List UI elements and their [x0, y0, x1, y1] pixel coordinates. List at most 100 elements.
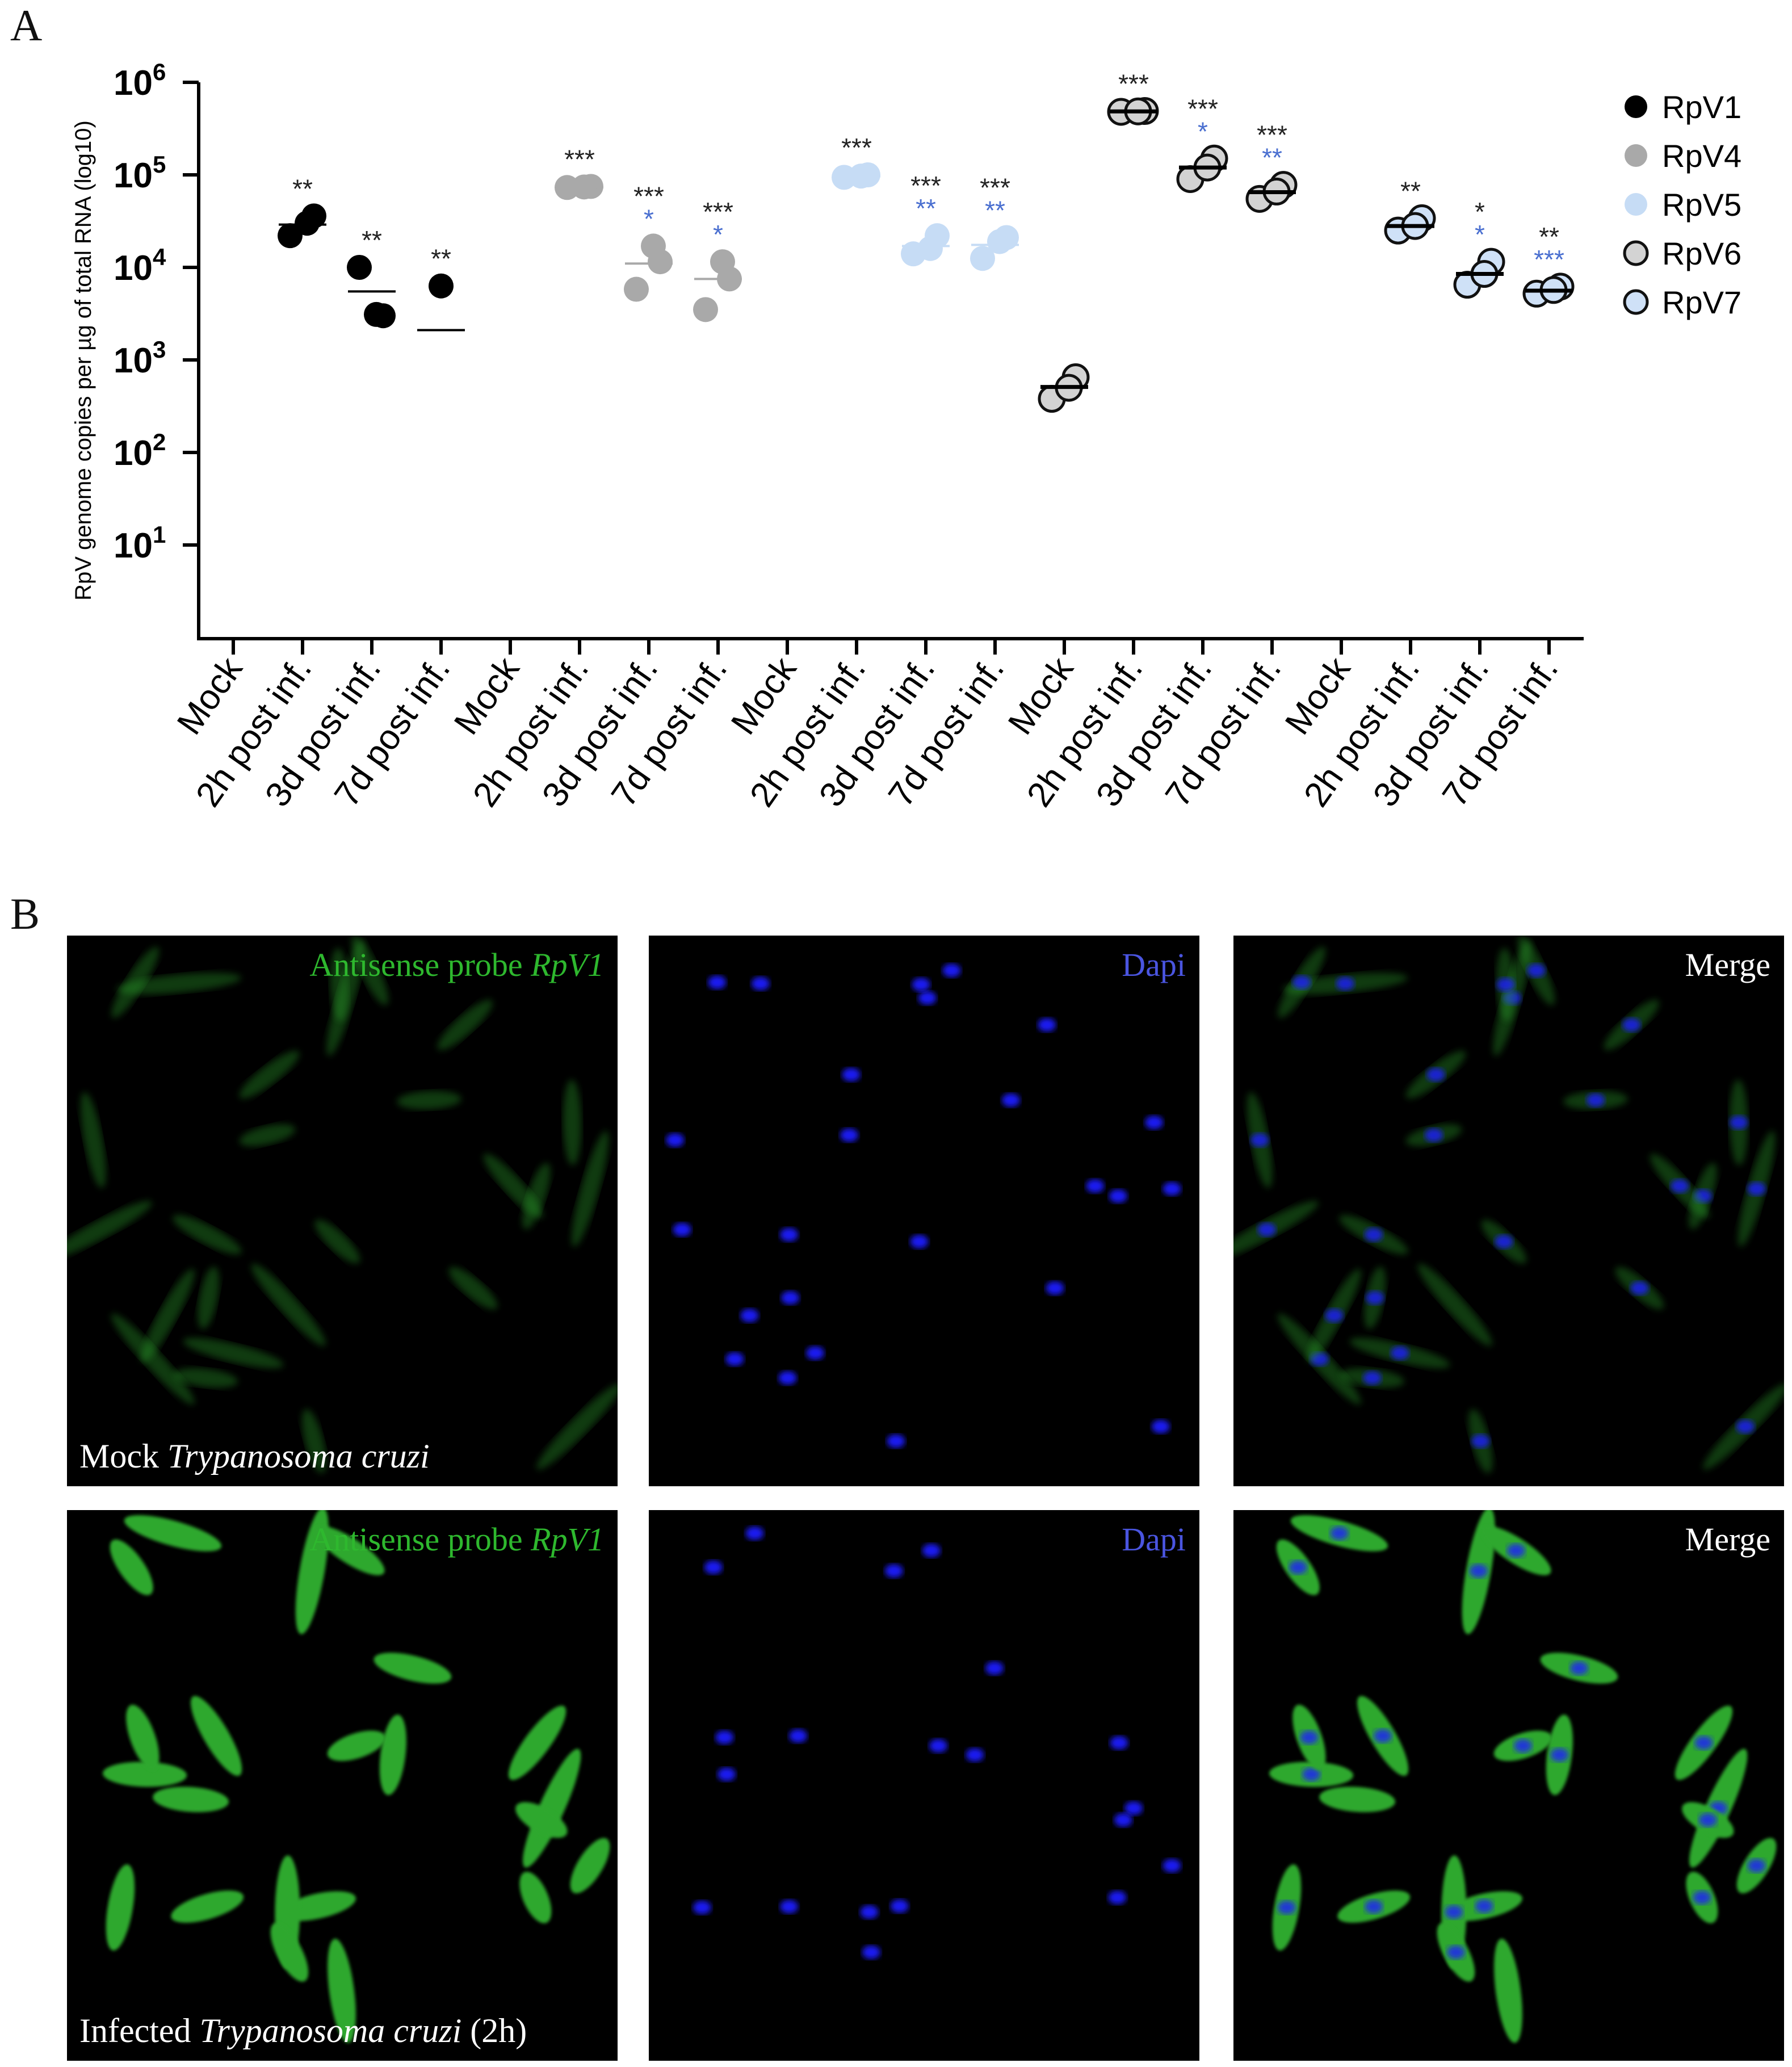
- data-point: [641, 233, 666, 259]
- parasite-cell: [1417, 1263, 1492, 1347]
- parasite-cell: [116, 972, 242, 995]
- nucleus: [780, 1227, 799, 1242]
- nucleus: [1108, 1890, 1127, 1905]
- micrograph-title: Merge: [1685, 946, 1770, 984]
- significance-black: ***: [1187, 94, 1218, 123]
- parasite-cell: [270, 1923, 309, 1982]
- parasite-cell: [397, 1091, 461, 1110]
- panel-b: B Antisense probe RpV1 Mock Trypanosoma c…: [0, 886, 1792, 2067]
- micrograph-image: [1233, 936, 1784, 1474]
- significance-blue: **: [916, 194, 936, 223]
- nucleus: [887, 1434, 905, 1448]
- significance-blue: *: [1475, 220, 1485, 249]
- micrograph-title: Dapi: [1122, 1520, 1186, 1558]
- nucleus: [1527, 963, 1546, 978]
- nucleus: [1693, 1890, 1711, 1905]
- micrograph-title: Antisense probe RpV1: [309, 1520, 604, 1558]
- parasite-cell: [327, 1730, 386, 1761]
- micrograph-merge-mock: Merge: [1233, 936, 1784, 1486]
- sample-caption-text: Infected: [79, 2012, 200, 2049]
- parasite-cell: [437, 999, 493, 1050]
- panel-a-label: A: [10, 1, 43, 50]
- nucleus: [1496, 978, 1515, 992]
- significance-blue: *: [1198, 116, 1208, 146]
- parasite-cell: [519, 1872, 552, 1923]
- data-point: [347, 255, 372, 280]
- parasite-cell: [302, 1409, 326, 1474]
- micrograph-image: [103, 1510, 610, 2043]
- significance-black: ***: [564, 144, 595, 174]
- nucleus: [1363, 1371, 1382, 1385]
- nucleus: [1495, 1235, 1513, 1249]
- nucleus: [942, 963, 961, 978]
- legend-label: RpV6: [1662, 236, 1741, 271]
- nucleus: [1330, 1526, 1349, 1540]
- parasite-cell: [153, 1787, 229, 1813]
- parasite-cell: [103, 1762, 187, 1787]
- significance-blue: ***: [1534, 245, 1564, 274]
- parasite-cell: [111, 946, 160, 1018]
- significance-blue: *: [713, 220, 723, 249]
- sample-caption-species: Trypanosoma cruzi: [199, 2012, 462, 2049]
- significance-black: **: [292, 174, 313, 203]
- legend-label: RpV7: [1662, 284, 1741, 320]
- nucleus: [715, 1730, 734, 1745]
- parasite-cell: [198, 1266, 220, 1330]
- nucleus: [693, 1900, 711, 1914]
- legend-marker: [1625, 144, 1647, 167]
- nucleus: [922, 1544, 941, 1558]
- nucleus: [1365, 1227, 1383, 1242]
- nucleus: [725, 1352, 744, 1366]
- parasite-cell: [328, 1938, 356, 2043]
- parasite-cell: [80, 1092, 106, 1188]
- nucleus: [1694, 1735, 1713, 1750]
- nucleus: [1302, 1767, 1321, 1781]
- parasite-cell: [106, 1864, 135, 1951]
- nucleus: [929, 1739, 948, 1753]
- nucleus: [1366, 1291, 1384, 1305]
- nucleus: [1300, 1730, 1319, 1745]
- nucleus: [1292, 975, 1311, 990]
- parasite-cell: [515, 1802, 568, 1838]
- nucleus: [745, 1526, 764, 1540]
- nucleus: [1257, 1223, 1276, 1237]
- panel-a: A 101 102 103 104 105 106 RpV genome copies pe…: [0, 0, 1792, 886]
- micrograph-title: Merge: [1685, 1520, 1770, 1558]
- nucleus: [780, 1900, 799, 1914]
- nucleus: [717, 1767, 736, 1781]
- parasite-cell: [171, 1890, 244, 1923]
- nucleus: [1471, 1434, 1490, 1448]
- nucleus: [1550, 1748, 1569, 1762]
- nucleus: [1475, 1899, 1493, 1913]
- parasite-cell: [251, 1263, 326, 1347]
- legend-label: RpV1: [1662, 89, 1741, 125]
- nucleus: [910, 1235, 929, 1249]
- nucleus: [1446, 1945, 1465, 1959]
- nucleus: [740, 1309, 759, 1323]
- nucleus: [842, 1067, 861, 1081]
- nucleus: [1586, 1093, 1605, 1107]
- parasite-cell: [174, 1368, 238, 1388]
- nucleus: [840, 1128, 859, 1142]
- data-point: [624, 276, 649, 302]
- nucleus: [1277, 1900, 1296, 1914]
- significance-black: ***: [841, 133, 872, 162]
- micrograph-probe-infected: Antisense probe RpV1 Infected Trypanosoma…: [67, 1510, 618, 2061]
- nucleus: [1289, 1560, 1307, 1574]
- nucleus: [1698, 1813, 1717, 1827]
- nucleus: [1250, 1133, 1269, 1147]
- legend-marker: [1625, 193, 1647, 216]
- scatter-chart: 101 102 103 104 105 106 RpV genome copies per …: [71, 58, 1741, 814]
- nucleus: [1622, 1018, 1641, 1032]
- significance-blue: **: [985, 195, 1005, 225]
- nucleus: [673, 1223, 691, 1237]
- nucleus: [1336, 976, 1354, 991]
- data-point: [693, 297, 718, 322]
- data-point: [970, 246, 995, 271]
- legend-label: RpV4: [1662, 138, 1741, 174]
- parasite-cell: [483, 1154, 543, 1219]
- nucleus: [1425, 1128, 1443, 1142]
- nucleus: [1514, 1739, 1533, 1753]
- data-point: [710, 249, 735, 275]
- nucleus: [890, 1899, 909, 1913]
